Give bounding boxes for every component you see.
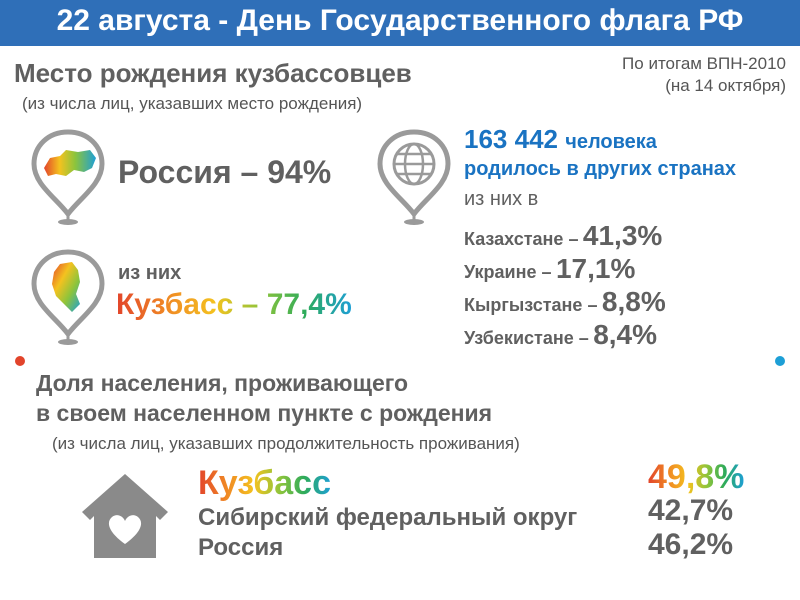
russia-map-pin-icon	[31, 129, 105, 225]
country-name: Украине –	[464, 262, 552, 282]
abroad-count: 163 442	[464, 124, 558, 154]
country-value: 41,3%	[582, 220, 663, 251]
header-banner: 22 августа - День Государственного флага…	[0, 0, 800, 46]
country-row: Узбекистане – 8,4%	[464, 319, 657, 351]
country-row: Казахстане – 41,3%	[464, 220, 662, 252]
birthplace-subtitle: (из числа лиц, указавших место рождения)	[22, 94, 363, 113]
abroad-line3: из них в	[464, 188, 539, 210]
page-title: 22 августа - День Государственного флага…	[56, 4, 744, 37]
country-value: 17,1%	[555, 253, 636, 284]
country-value: 8,4%	[593, 319, 658, 350]
region-sfo-name: Сибирский федеральный округ	[198, 504, 578, 531]
russia-label: Россия – 94%	[118, 154, 332, 190]
kuzbass-prefix: из них	[118, 262, 182, 284]
abroad-line2: родилось в других странах	[464, 158, 737, 180]
abroad-count-line: 163 442 человека	[464, 124, 657, 155]
region-kuzbass-value: 49,8%	[648, 458, 745, 496]
region-kuzbass-name: Кузбасс	[198, 464, 331, 502]
country-row: Кыргызстане – 8,8%	[464, 286, 666, 318]
house-heart-icon	[82, 474, 168, 558]
region-russia-value: 46,2%	[648, 528, 734, 561]
source-line-1: По итогам ВПН-2010	[622, 54, 786, 73]
source-line-2: (на 14 октября)	[665, 76, 786, 95]
country-name: Кыргызстане –	[464, 295, 598, 315]
abroad-count-suffix: человека	[565, 131, 657, 153]
birthplace-title: Место рождения кузбассовцев	[14, 58, 412, 88]
country-name: Узбекистане –	[464, 328, 589, 348]
region-sfo-value: 42,7%	[648, 494, 734, 527]
residence-title-line2: в своем населенном пункте с рождения	[36, 400, 493, 426]
region-russia-name: Россия	[198, 534, 284, 561]
section-divider	[15, 356, 785, 366]
kuzbass-label: Кузбасс – 77,4%	[116, 288, 352, 321]
globe-pin-icon	[377, 129, 451, 225]
residence-title-line1: Доля населения, проживающего	[36, 370, 409, 396]
country-value: 8,8%	[601, 286, 666, 317]
kuzbass-map-pin-icon	[31, 249, 105, 345]
country-name: Казахстане –	[464, 229, 579, 249]
country-row: Украине – 17,1%	[464, 253, 635, 285]
residence-subtitle: (из числа лиц, указавших продолжительнос…	[52, 434, 520, 453]
